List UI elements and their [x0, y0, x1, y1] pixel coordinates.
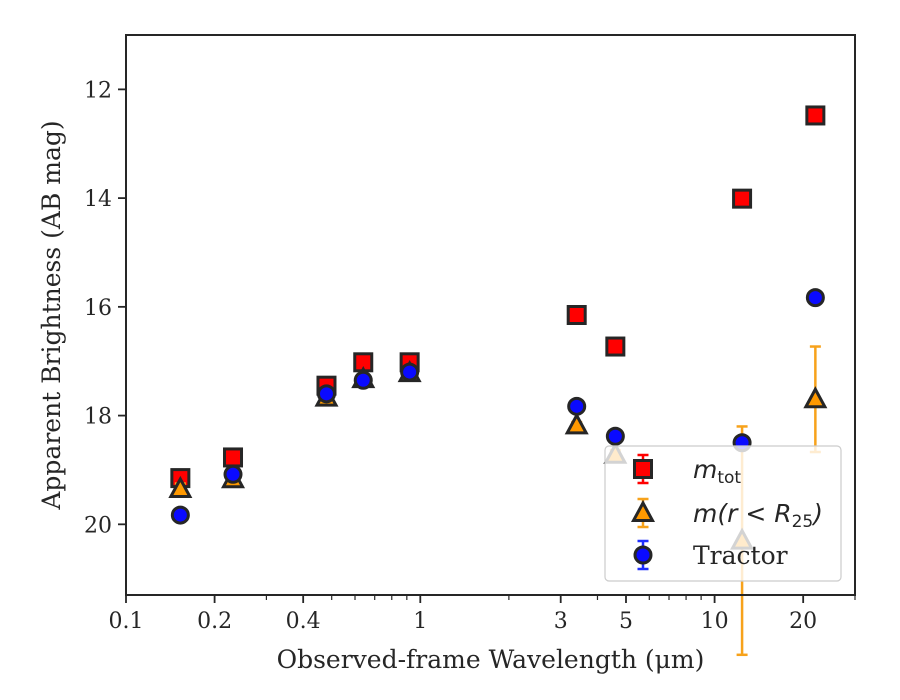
x-tick-label: 0.1: [109, 609, 144, 634]
legend-entry: mtot: [633, 453, 741, 488]
y-tick-label: 20: [84, 513, 112, 538]
x-tick-label: 0.4: [286, 609, 321, 634]
series-1: [170, 105, 826, 489]
data-point: [564, 412, 589, 435]
axis-ticks: 0.1 0.2 0.4 1 3 5 10 20 12 14 16 18 20: [84, 78, 856, 634]
legend-box: [604, 445, 842, 582]
legend-marker: [633, 459, 653, 479]
x-tick-label: 3: [554, 609, 568, 634]
axes-frame: [125, 34, 856, 596]
x-tick-label: 0.2: [197, 609, 232, 634]
y-tick-label: 14: [84, 187, 112, 212]
legend-label: mtot: [693, 455, 741, 488]
legend-entry: Tractor: [633, 539, 788, 571]
x-tick-label: 20: [789, 609, 817, 634]
legend-entry: m(r < R25): [630, 497, 823, 532]
data-point: [732, 188, 753, 209]
legend: mtot m(r < R25) Tractor: [604, 445, 842, 582]
x-tick-label: 5: [619, 609, 633, 634]
y-tick-label: 12: [84, 78, 112, 103]
data-point: [400, 362, 420, 382]
data-point: [605, 426, 625, 446]
data-point: [223, 447, 244, 468]
x-axis-label: Observed-frame Wavelength (μm): [277, 645, 705, 674]
data-point: [316, 384, 336, 404]
data-point: [805, 288, 825, 308]
data-point: [567, 396, 587, 416]
legend-marker: [633, 545, 653, 565]
x-tick-label: 10: [701, 609, 729, 634]
legend-label: Tractor: [693, 541, 788, 570]
y-tick-label: 18: [84, 405, 112, 430]
series-3: [170, 288, 825, 525]
data-point: [566, 305, 587, 325]
data-point: [223, 464, 243, 484]
data-points: [168, 105, 828, 657]
legend-marker: [630, 499, 656, 522]
data-point: [170, 505, 190, 525]
data-point: [168, 475, 193, 498]
data-point: [605, 336, 626, 357]
data-point: [353, 370, 373, 390]
y-tick-label: 16: [84, 296, 112, 321]
x-tick-label: 1: [413, 609, 427, 634]
y-axis-label: Apparent Brightness (AB mag): [37, 120, 66, 510]
legend-label: m(r < R25): [693, 499, 823, 532]
data-point: [803, 386, 828, 409]
data-point: [805, 105, 826, 126]
